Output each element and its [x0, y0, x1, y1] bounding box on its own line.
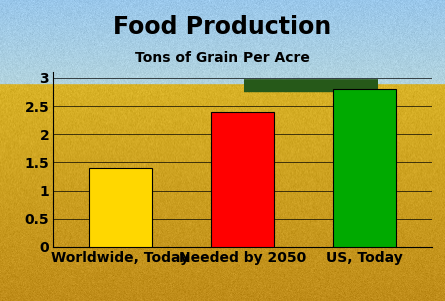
Bar	[211, 112, 274, 247]
Bar	[333, 89, 396, 247]
Bar	[89, 168, 152, 247]
Text: Tons of Grain Per Acre: Tons of Grain Per Acre	[135, 51, 310, 65]
Text: Food Production: Food Production	[113, 15, 332, 39]
